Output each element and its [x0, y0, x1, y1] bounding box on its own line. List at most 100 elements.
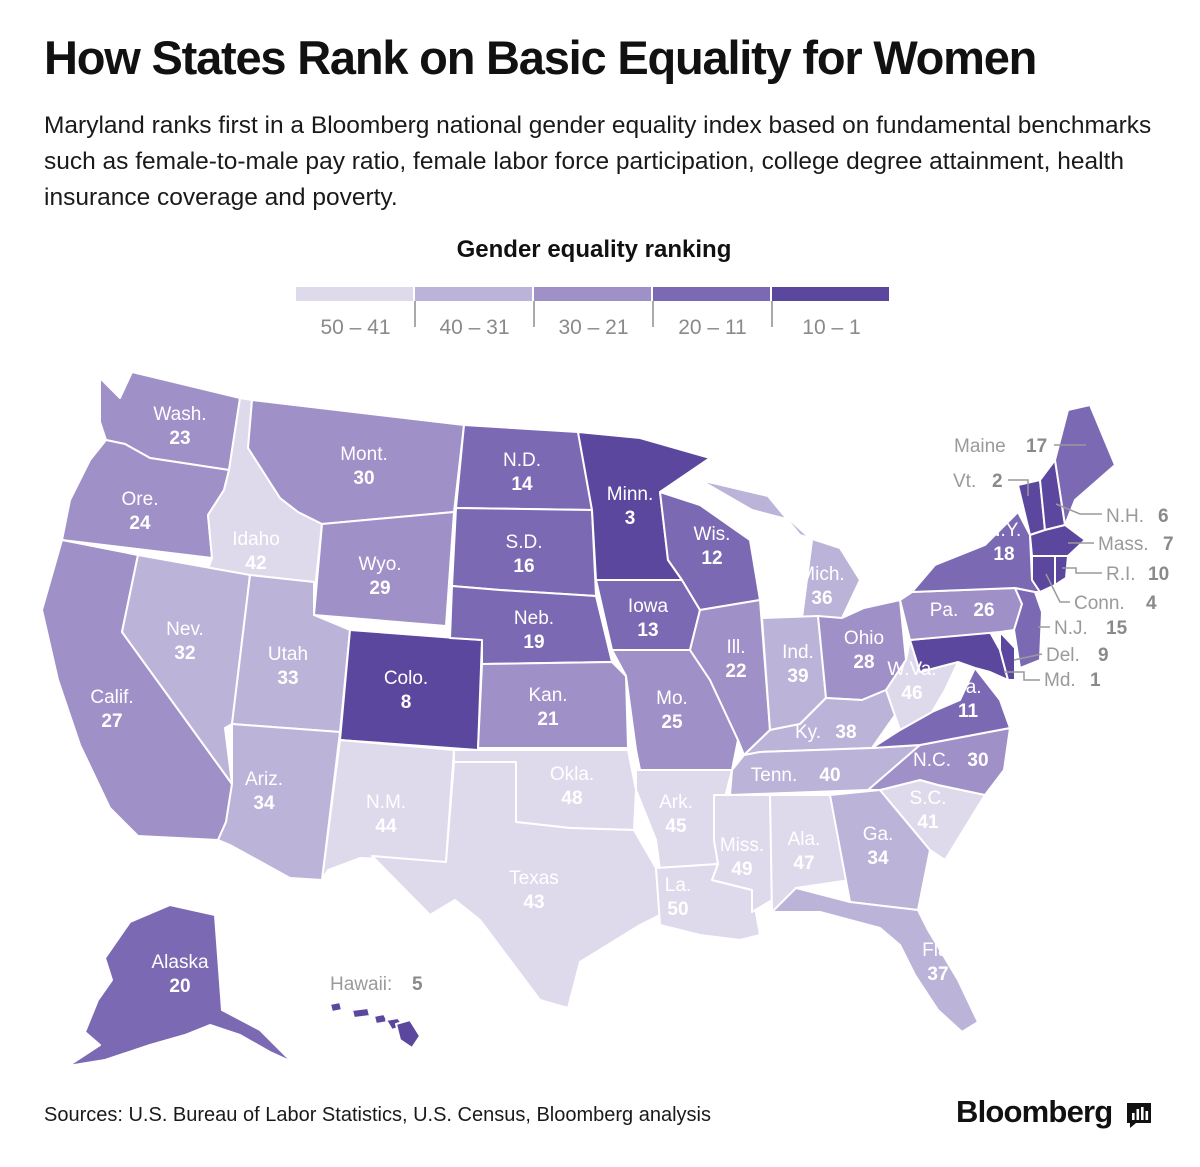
- legend-label-40-31: 40 – 31: [439, 316, 510, 339]
- state-label-id: Idaho: [232, 529, 280, 550]
- state-label-sc: S.C.: [910, 788, 947, 809]
- state-rank-ct: 4: [1146, 593, 1157, 614]
- state-rank-ut: 33: [277, 668, 298, 689]
- leader-line-nh: [1055, 503, 1102, 515]
- state-rank-vt: 2: [992, 471, 1003, 492]
- state-rank-sd: 16: [513, 556, 534, 577]
- state-rank-nv: 32: [174, 643, 195, 664]
- state-rank-nh: 6: [1158, 506, 1169, 527]
- state-rank-co: 8: [401, 692, 412, 713]
- state-rank-fl: 37: [927, 964, 948, 985]
- state-rank-ga: 34: [867, 848, 889, 869]
- state-de[interactable]: [999, 631, 1016, 681]
- state-label-wa: Wash.: [153, 404, 206, 425]
- state-label-ca: Calif.: [90, 687, 133, 708]
- state-label-tx: Texas: [509, 868, 559, 889]
- state-rank-nj: 15: [1106, 618, 1128, 639]
- bloomberg-chart-icon: [1127, 1103, 1151, 1128]
- state-ct[interactable]: [1031, 555, 1056, 593]
- state-rank-la: 50: [667, 899, 688, 920]
- state-rank-nm: 44: [375, 816, 397, 837]
- state-rank-de: 9: [1098, 645, 1109, 666]
- state-label-nm: N.M.: [366, 792, 406, 813]
- state-rank-pa: 26: [973, 600, 994, 621]
- legend-divider: [414, 301, 416, 327]
- source-note: Sources: U.S. Bureau of Labor Statistics…: [44, 1104, 711, 1126]
- legend-swatch-50-41: [296, 287, 413, 301]
- legend-label-30-21: 30 – 21: [558, 316, 629, 339]
- state-wy[interactable]: [313, 511, 455, 627]
- state-label-nv: Nev.: [166, 619, 204, 640]
- state-ak[interactable]: [67, 904, 293, 1067]
- leader-line-vt: [1008, 479, 1029, 496]
- state-co[interactable]: [339, 629, 483, 751]
- state-label-nc: N.C.: [913, 750, 951, 771]
- state-rank-ri: 10: [1148, 564, 1169, 585]
- state-label-ks: Kan.: [528, 685, 567, 706]
- state-hi-island-1[interactable]: [329, 1001, 343, 1013]
- state-rank-va: 11: [958, 701, 979, 722]
- state-label-ut: Utah: [268, 644, 308, 665]
- leader-line-ct: [1045, 573, 1070, 603]
- state-label-il: Ill.: [727, 637, 746, 658]
- state-label-mi: Mich.: [799, 564, 844, 585]
- state-rank-ak: 20: [169, 976, 190, 997]
- legend-swatch-10-1: [772, 287, 889, 301]
- state-label-ne: Neb.: [514, 608, 554, 629]
- state-hi-island-3[interactable]: [373, 1013, 389, 1025]
- state-label-sd: S.D.: [506, 532, 543, 553]
- state-label-ct: Conn.: [1074, 593, 1125, 614]
- state-ri[interactable]: [1054, 555, 1069, 586]
- state-rank-wa: 23: [169, 428, 190, 449]
- state-rank-ar: 45: [665, 816, 687, 837]
- state-rank-mt: 30: [353, 468, 374, 489]
- state-label-ar: Ark.: [659, 792, 693, 813]
- state-rank-ny: 18: [993, 544, 1014, 565]
- state-label-wi: Wis.: [694, 524, 731, 545]
- state-rank-or: 24: [129, 513, 151, 534]
- chart-subtitle: Maryland ranks first in a Bloomberg nati…: [44, 112, 1152, 211]
- state-label-hi: Hawaii:: [330, 974, 392, 995]
- state-label-fl: Fla.: [922, 940, 954, 961]
- state-rank-md: 1: [1090, 670, 1101, 691]
- legend-swatch-40-31: [415, 287, 532, 301]
- state-ks[interactable]: [477, 661, 629, 749]
- state-az[interactable]: [217, 723, 341, 881]
- state-label-tn: Tenn.: [751, 765, 797, 786]
- state-label-ia: Iowa: [628, 596, 669, 617]
- legend-label-20-11: 20 – 11: [678, 316, 747, 339]
- state-hi-island-2[interactable]: [351, 1007, 371, 1019]
- legend-divider: [533, 301, 535, 327]
- state-rank-nd: 14: [511, 474, 533, 495]
- state-rank-mo: 25: [661, 712, 683, 733]
- state-rank-ca: 27: [101, 711, 122, 732]
- state-rank-oh: 28: [853, 652, 874, 673]
- state-tx[interactable]: [371, 761, 661, 1009]
- legend-divider: [771, 301, 773, 327]
- state-rank-ky: 38: [835, 722, 856, 743]
- state-rank-ma: 7: [1163, 534, 1174, 555]
- legend-swatch-30-21: [534, 287, 651, 301]
- chart-title: How States Rank on Basic Equality for Wo…: [44, 31, 1037, 84]
- state-fl[interactable]: [771, 887, 979, 1033]
- state-rank-in: 39: [787, 666, 808, 687]
- state-rank-ia: 13: [637, 620, 658, 641]
- state-label-ma: Mass.: [1098, 534, 1149, 555]
- state-label-co: Colo.: [384, 668, 428, 689]
- state-label-ri: R.I.: [1106, 564, 1136, 585]
- state-pa[interactable]: [899, 587, 1023, 641]
- state-label-oh: Ohio: [844, 628, 884, 649]
- state-label-vt: Vt.: [953, 471, 976, 492]
- state-hi-island-5[interactable]: [395, 1019, 421, 1049]
- state-nj[interactable]: [1013, 587, 1043, 669]
- us-choropleth-map: Wash. 23 Ore. 24 Calif. 27 Idaho 42 Nev.…: [41, 371, 1174, 1067]
- state-label-me: Maine: [954, 436, 1006, 457]
- state-label-de: Del.: [1046, 645, 1080, 666]
- state-label-mo: Mo.: [656, 688, 688, 709]
- state-rank-me: 17: [1026, 436, 1047, 457]
- state-rank-wv: 46: [901, 683, 922, 704]
- state-label-wv: W.Va.: [887, 659, 936, 680]
- state-rank-al: 47: [793, 853, 814, 874]
- state-label-ky: Ky.: [795, 722, 821, 743]
- state-label-ny: N.Y.: [987, 520, 1022, 541]
